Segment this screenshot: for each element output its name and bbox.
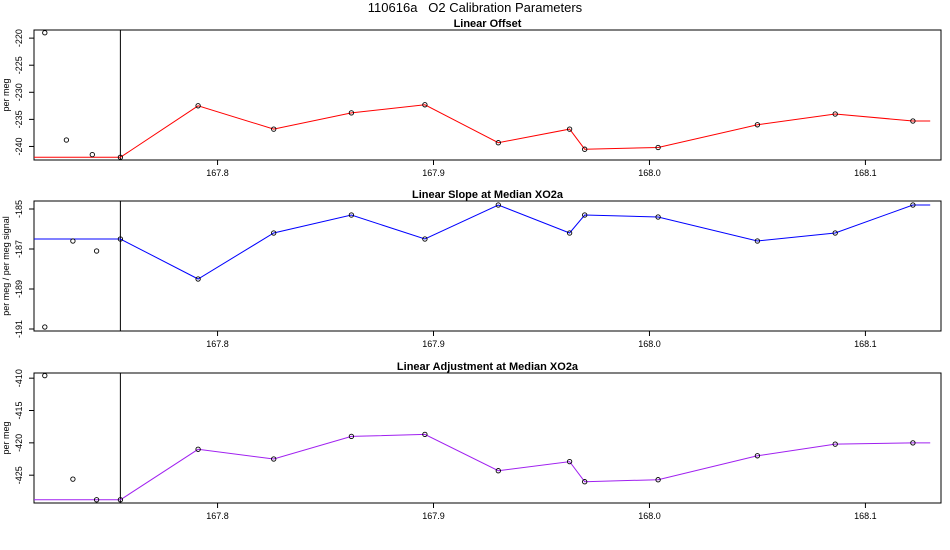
data-point	[348, 212, 355, 218]
linear-offset-panel: Linear Offset 167.8 167.9 168.0 168.1 -220 -22…	[1, 18, 942, 178]
data-point	[832, 111, 838, 117]
data-point	[195, 276, 201, 282]
data-point	[93, 248, 100, 254]
x-tick-label: 167.9	[422, 339, 445, 349]
data-point	[117, 154, 124, 160]
data-point	[655, 477, 661, 483]
data-point	[42, 30, 48, 36]
data-point	[582, 212, 588, 218]
linear-adjustment-panel: Linear Adjustment at Median XO2a 167.8 167…	[1, 361, 942, 521]
data-point	[754, 122, 761, 128]
y-tick-label: -415	[14, 402, 24, 420]
y-tick-label: -240	[14, 137, 24, 155]
adjustment-panel-title: Linear Adjustment at Median XO2a	[397, 361, 579, 373]
data-point	[63, 137, 70, 143]
y-tick-label: -235	[14, 110, 24, 128]
x-tick-label: 167.9	[422, 511, 445, 521]
data-point	[70, 476, 76, 482]
offset-series-line	[34, 104, 931, 158]
data-point	[754, 238, 761, 244]
data-point	[195, 446, 201, 452]
data-point	[566, 126, 573, 132]
offset-panel-title: Linear Offset	[454, 18, 522, 30]
slope-series-line	[34, 204, 931, 280]
data-point	[582, 479, 588, 485]
data-point	[348, 110, 355, 116]
y-tick-label: -191	[14, 320, 24, 338]
data-point	[910, 202, 916, 208]
y-tick-label: -410	[14, 369, 24, 387]
x-tick-label: 168.1	[854, 511, 877, 521]
y-tick-label: -230	[14, 83, 24, 101]
x-tick-label: 167.8	[206, 339, 229, 349]
data-point	[42, 372, 48, 379]
x-tick-label: 167.8	[206, 511, 229, 521]
linear-slope-panel: Linear Slope at Median XO2a 167.8 167.9 168…	[1, 189, 942, 349]
data-point	[271, 126, 277, 132]
slope-y-axis-label: per meg / per meg signal	[1, 216, 11, 316]
data-point	[495, 140, 501, 146]
data-point	[566, 230, 573, 236]
y-tick-label: -187	[14, 240, 24, 258]
data-point	[582, 146, 588, 152]
data-point	[271, 456, 277, 462]
offset-plot-frame	[33, 29, 942, 161]
data-point	[271, 230, 277, 236]
adjustment-series-line	[34, 433, 931, 501]
slope-plot-frame	[33, 200, 942, 332]
data-point	[495, 468, 501, 474]
x-tick-label: 168.0	[638, 511, 661, 521]
data-point	[70, 238, 76, 244]
data-point	[832, 230, 838, 236]
y-tick-label: -185	[14, 200, 24, 218]
y-tick-label: -189	[14, 280, 24, 298]
data-point	[832, 441, 838, 447]
data-point	[910, 118, 916, 124]
data-point	[566, 458, 573, 465]
x-tick-label: 168.1	[854, 339, 877, 349]
x-tick-label: 168.0	[638, 339, 661, 349]
y-tick-label: -225	[14, 56, 24, 74]
x-tick-label: 168.0	[638, 168, 661, 178]
data-point	[495, 202, 501, 208]
data-point	[42, 324, 48, 330]
data-point	[422, 102, 428, 108]
data-point	[195, 103, 201, 109]
data-point	[93, 497, 100, 503]
data-point	[89, 151, 95, 158]
x-tick-label: 167.9	[422, 168, 445, 178]
x-tick-label: 167.8	[206, 168, 229, 178]
data-point	[655, 214, 661, 220]
data-point	[117, 497, 124, 503]
data-point	[348, 433, 355, 440]
data-point	[754, 453, 761, 459]
page-title: 110616a O2 Calibration Parameters	[367, 0, 583, 15]
data-point	[422, 236, 428, 242]
y-tick-label: -220	[14, 29, 24, 47]
data-point	[655, 144, 661, 151]
adjustment-y-axis-label: per meg	[1, 421, 11, 454]
data-point	[117, 236, 124, 242]
y-tick-label: -425	[14, 466, 24, 484]
data-point	[910, 440, 916, 446]
x-tick-label: 168.1	[854, 168, 877, 178]
offset-y-axis-label: per meg	[1, 78, 11, 111]
adjustment-plot-frame	[33, 372, 942, 504]
data-point	[422, 431, 428, 438]
slope-panel-title: Linear Slope at Median XO2a	[412, 189, 564, 201]
y-tick-label: -420	[14, 434, 24, 452]
